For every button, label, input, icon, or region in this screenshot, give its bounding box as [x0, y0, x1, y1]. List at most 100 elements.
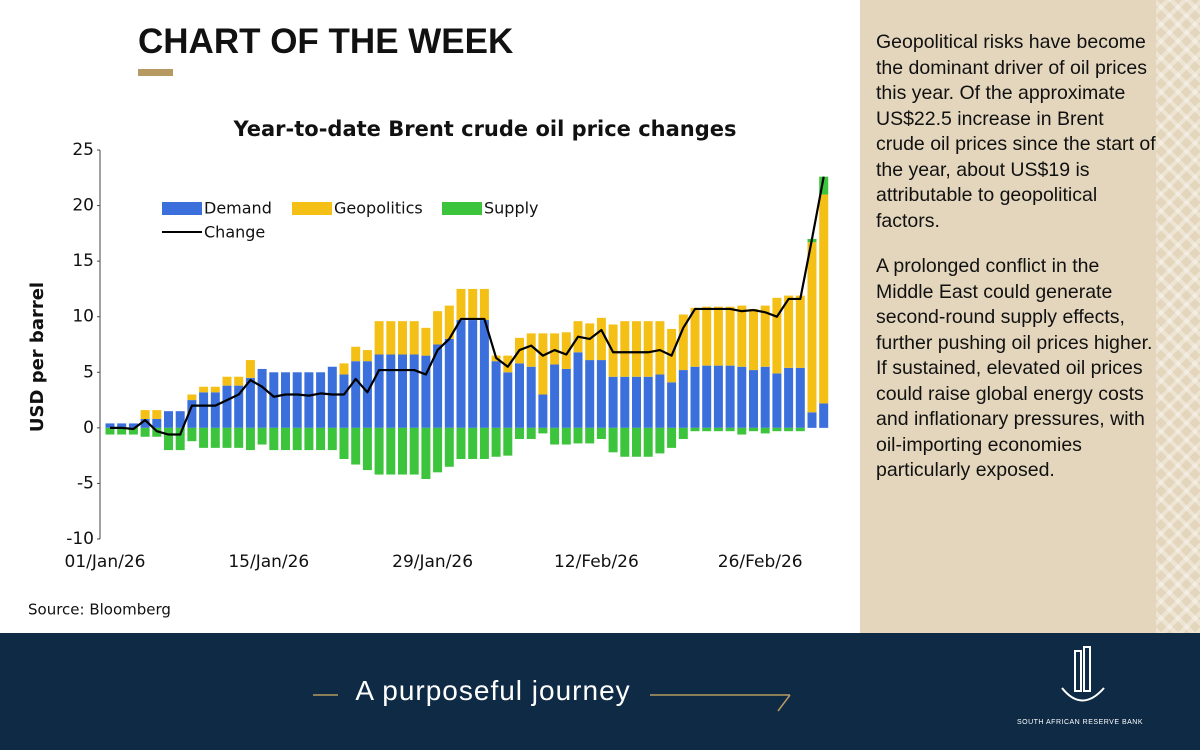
bar [444, 338, 454, 428]
x-tick-label: 01/Jan/26 [65, 552, 146, 572]
y-tick-label: -5 [77, 473, 94, 493]
bar [772, 297, 782, 374]
bar [550, 427, 560, 445]
bar [655, 321, 665, 375]
bar [678, 427, 688, 439]
bar [538, 427, 548, 434]
bar [538, 333, 548, 395]
accent-bar [138, 69, 173, 76]
bar [409, 354, 419, 428]
y-tick-label: 25 [72, 140, 94, 160]
bar [503, 372, 513, 428]
y-tick-label: 10 [72, 307, 94, 327]
page-title: CHART OF THE WEEK [138, 22, 514, 61]
bar [573, 352, 583, 428]
bar [386, 427, 396, 475]
legend-label: Supply [484, 199, 539, 218]
pattern [1156, 0, 1200, 633]
bar [433, 311, 443, 345]
legend-label: Change [204, 223, 265, 242]
sidebar: Geopolitical risks have become the domin… [860, 0, 1200, 633]
bar [234, 376, 244, 386]
bar [596, 427, 606, 439]
bar [468, 320, 478, 428]
bar [304, 372, 314, 428]
bar [351, 361, 361, 428]
bar [643, 321, 653, 377]
bar [772, 427, 782, 432]
bar [164, 427, 173, 451]
bar [468, 288, 478, 321]
legend-swatch [162, 202, 202, 215]
bar [807, 412, 817, 428]
y-tick-label: 5 [83, 362, 94, 382]
bar [140, 427, 150, 437]
bar [795, 295, 805, 368]
bar [421, 427, 431, 479]
bar [713, 365, 723, 428]
bar [491, 361, 501, 428]
bar [550, 364, 560, 428]
bar [702, 306, 712, 366]
bar [561, 427, 571, 445]
bar [140, 410, 150, 419]
bar [362, 350, 372, 362]
bar [281, 372, 290, 428]
legend-label: Geopolitics [334, 199, 423, 218]
bar [596, 360, 606, 428]
bar [152, 410, 162, 419]
bar [491, 427, 501, 457]
bar [784, 367, 794, 428]
chart: Year-to-date Brent crude oil price chang… [27, 117, 829, 619]
bar [105, 427, 115, 435]
bar [175, 411, 185, 428]
bar [409, 321, 419, 355]
bar [596, 317, 606, 361]
bar [257, 368, 267, 428]
bar [690, 366, 700, 428]
line [110, 176, 825, 436]
bar [749, 370, 758, 428]
bar [374, 321, 384, 355]
bar [421, 355, 431, 428]
bar [737, 305, 747, 367]
bar [526, 366, 536, 428]
bar [245, 360, 255, 378]
bar [374, 354, 384, 428]
bar [585, 427, 595, 444]
bar [456, 320, 466, 428]
bar [515, 363, 524, 428]
bar [479, 320, 489, 428]
bar [339, 427, 349, 459]
bar [468, 427, 478, 459]
bar [117, 423, 127, 428]
bar [479, 288, 489, 321]
bar [632, 427, 641, 457]
bar [245, 377, 255, 428]
y-axis-label: USD per barrel [27, 282, 48, 432]
bar [398, 321, 407, 355]
bar [503, 355, 513, 373]
bar [620, 321, 630, 377]
bar [643, 376, 653, 428]
bar [210, 427, 220, 448]
bar [281, 427, 290, 451]
bar [374, 427, 384, 475]
bar [456, 427, 466, 459]
bar [234, 385, 244, 428]
bar [187, 427, 197, 442]
bar [526, 427, 536, 439]
bar [187, 394, 197, 401]
bar [713, 427, 723, 432]
bar [655, 374, 665, 428]
bar [737, 366, 747, 428]
bar [456, 288, 466, 321]
bar [222, 376, 232, 386]
bar [725, 306, 735, 366]
footer-art [313, 646, 1105, 712]
bar [725, 365, 735, 428]
bar [503, 427, 513, 456]
bar [210, 386, 220, 393]
bar [749, 427, 758, 432]
bar [550, 333, 560, 365]
